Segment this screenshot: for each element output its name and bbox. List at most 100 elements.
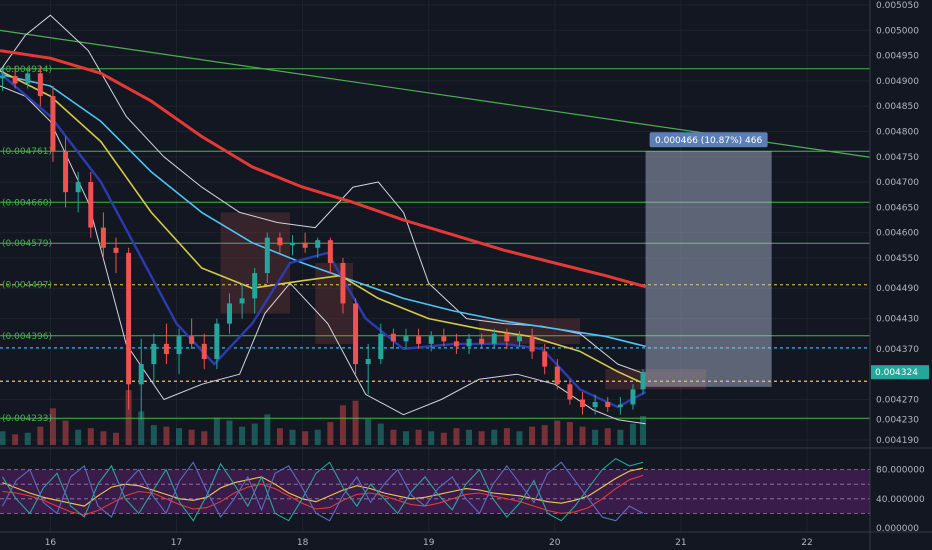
candle-body bbox=[189, 336, 195, 344]
volume-bar bbox=[0, 431, 6, 445]
grid bbox=[0, 0, 870, 532]
volume-bar bbox=[428, 431, 435, 445]
oscillator-band bbox=[0, 469, 870, 514]
y-tick-label: 0.004430 bbox=[876, 315, 919, 325]
fib-level-label: (0.004579) bbox=[2, 239, 52, 249]
y-tick-label: 0.004490 bbox=[876, 284, 919, 294]
candle-body bbox=[365, 359, 371, 365]
candle-body bbox=[403, 336, 409, 342]
candle-body bbox=[491, 333, 497, 344]
y-tick-label: 0.005000 bbox=[876, 26, 919, 36]
candle-body bbox=[176, 336, 182, 354]
volume-bar bbox=[302, 431, 309, 445]
volume-bar bbox=[529, 426, 536, 445]
candle-body bbox=[554, 366, 560, 385]
volume-bar bbox=[201, 431, 208, 445]
indicator-lines bbox=[0, 14, 647, 425]
fib-level-label: (0.004233) bbox=[2, 414, 52, 424]
volume-bar bbox=[415, 429, 422, 445]
candle-body bbox=[214, 323, 220, 360]
volume-bar bbox=[592, 429, 599, 445]
volume-bar bbox=[640, 415, 647, 445]
volume-bar bbox=[327, 422, 334, 445]
oscillator-line bbox=[2, 461, 644, 522]
osc-tick-label: 0.000000 bbox=[876, 524, 919, 534]
volume-bar bbox=[365, 419, 372, 445]
candle-body bbox=[264, 237, 270, 274]
candle-body bbox=[441, 336, 447, 342]
candle-body bbox=[0, 75, 6, 79]
x-tick-label: 20 bbox=[549, 538, 561, 548]
y-tick-label: 0.004850 bbox=[876, 102, 919, 112]
candle-body bbox=[75, 182, 81, 193]
candle-body bbox=[428, 336, 434, 344]
volume-bar bbox=[629, 423, 636, 445]
volume-bar bbox=[352, 400, 359, 445]
candle-body bbox=[151, 343, 157, 365]
volume-bar bbox=[617, 429, 624, 445]
y-tick-label: 0.004650 bbox=[876, 203, 919, 213]
candle-body bbox=[567, 384, 573, 400]
volume-bar bbox=[213, 417, 220, 445]
bollinger-lower bbox=[0, 85, 646, 425]
candle-body bbox=[580, 399, 586, 408]
volume-bar bbox=[100, 431, 107, 445]
candles bbox=[0, 65, 646, 420]
candle-body bbox=[126, 252, 132, 385]
volume-bar bbox=[516, 431, 523, 445]
candle-body bbox=[516, 336, 522, 342]
volume-bar bbox=[541, 425, 548, 445]
candle-body bbox=[25, 73, 31, 84]
candle-body bbox=[138, 364, 144, 385]
volume-bar bbox=[188, 429, 195, 445]
volume-bar bbox=[163, 426, 170, 445]
measure-tool[interactable]: 0.000466 (10.87%) 466 bbox=[645, 132, 772, 387]
volume-bar bbox=[251, 423, 258, 445]
volume-bar bbox=[440, 432, 447, 445]
candle-body bbox=[353, 303, 359, 365]
y-tick-label: 0.004800 bbox=[876, 127, 919, 137]
volume-bar bbox=[478, 431, 485, 445]
volume-bar bbox=[226, 420, 233, 445]
candle-body bbox=[630, 389, 636, 405]
x-tick-label: 19 bbox=[423, 538, 435, 548]
candle-body bbox=[226, 303, 232, 324]
volume-bar bbox=[314, 429, 321, 445]
candle-body bbox=[12, 75, 18, 84]
candle-body bbox=[529, 336, 535, 352]
fib-level-label: (0.004497) bbox=[2, 281, 52, 291]
y-tick-label: 0.004700 bbox=[876, 178, 919, 188]
volume-bar bbox=[566, 422, 573, 445]
candle-body bbox=[340, 262, 346, 304]
x-tick-label: 17 bbox=[171, 538, 182, 548]
moving-average-cyan bbox=[0, 73, 646, 348]
moving-average-blue bbox=[0, 72, 647, 409]
candle-body bbox=[302, 242, 308, 248]
volume-bar bbox=[239, 426, 246, 445]
volume-bar bbox=[49, 408, 56, 445]
candle-body bbox=[617, 404, 623, 408]
y-tick-label: 0.004900 bbox=[876, 77, 919, 87]
current-price-tag bbox=[871, 365, 929, 380]
x-tick-label: 18 bbox=[297, 538, 309, 548]
fib-level-label: (0.004660) bbox=[2, 198, 52, 208]
candle-body bbox=[592, 402, 598, 408]
candle-body bbox=[50, 96, 56, 152]
cloud-band bbox=[315, 262, 354, 344]
volume-bar bbox=[87, 428, 94, 445]
osc-tick-label: 40.000000 bbox=[876, 495, 925, 505]
y-tick-label: 0.005050 bbox=[876, 1, 919, 11]
cloud-band bbox=[220, 212, 290, 314]
candle-body bbox=[605, 402, 611, 408]
measure-label-box bbox=[649, 132, 768, 148]
volume-bar bbox=[403, 431, 409, 445]
candle-body bbox=[453, 341, 459, 347]
candle-body bbox=[542, 351, 548, 367]
oscillator-line bbox=[2, 467, 644, 507]
volume-bar bbox=[113, 432, 119, 445]
volume-bar bbox=[276, 428, 283, 445]
x-tick-label: 22 bbox=[801, 538, 812, 548]
volume-bar bbox=[176, 428, 183, 445]
